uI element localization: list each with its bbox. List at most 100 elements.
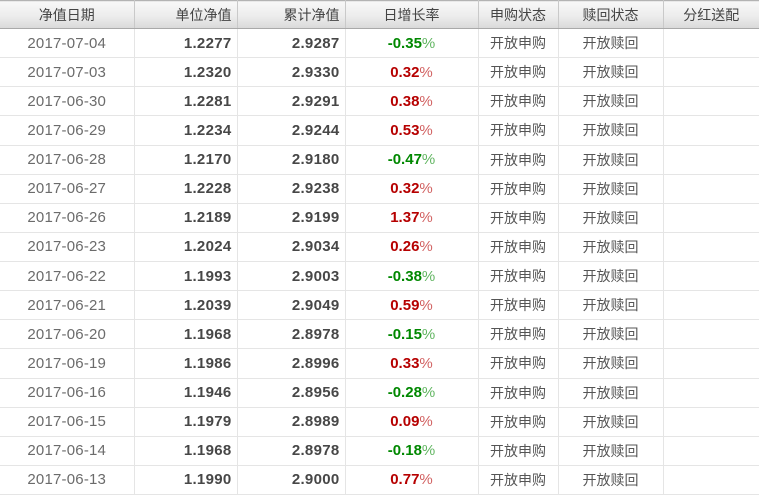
growth-value: -0.47 <box>387 151 422 169</box>
cell-purchase-status: 开放申购 <box>478 407 559 437</box>
cell-redeem-status: 开放赎回 <box>558 348 664 379</box>
growth-value: 0.77 <box>390 471 420 489</box>
cell-dividend <box>663 465 759 495</box>
percent-sign: % <box>421 325 436 343</box>
growth-value: -0.38 <box>387 267 422 285</box>
cell-dividend <box>663 290 759 321</box>
cell-unit-nav: 1.1968 <box>134 436 238 466</box>
table-row: 2017-06-27 1.2228 2.9238 0.32% 开放申购 开放赎回 <box>0 174 759 204</box>
cell-dividend <box>663 115 759 146</box>
cell-accumulated-nav: 2.9180 <box>237 145 346 175</box>
percent-sign: % <box>419 238 433 256</box>
cell-nav-date: 2017-06-29 <box>0 115 135 146</box>
cell-nav-date: 2017-06-23 <box>0 232 135 263</box>
cell-daily-growth: -0.28% <box>345 378 479 408</box>
table-row: 2017-06-21 1.2039 2.9049 0.59% 开放申购 开放赎回 <box>0 290 759 321</box>
growth-value: 0.59 <box>390 296 420 314</box>
cell-unit-nav: 1.1993 <box>134 261 238 292</box>
table-row: 2017-06-15 1.1979 2.8989 0.09% 开放申购 开放赎回 <box>0 407 759 437</box>
growth-value: 1.37 <box>390 209 420 227</box>
cell-accumulated-nav: 2.8956 <box>237 378 346 408</box>
cell-daily-growth: 0.53% <box>345 115 479 146</box>
percent-sign: % <box>419 296 433 314</box>
cell-nav-date: 2017-06-22 <box>0 261 135 292</box>
table-row: 2017-06-29 1.2234 2.9244 0.53% 开放申购 开放赎回 <box>0 115 759 146</box>
cell-dividend <box>663 261 759 292</box>
table-row: 2017-06-30 1.2281 2.9291 0.38% 开放申购 开放赎回 <box>0 86 759 117</box>
cell-dividend <box>663 319 759 350</box>
cell-daily-growth: -0.47% <box>345 145 479 175</box>
cell-purchase-status: 开放申购 <box>478 174 559 204</box>
cell-nav-date: 2017-06-21 <box>0 290 135 321</box>
growth-value: -0.35 <box>387 34 422 52</box>
cell-purchase-status: 开放申购 <box>478 436 559 466</box>
cell-daily-growth: 0.33% <box>345 348 479 379</box>
growth-value: 0.53 <box>390 121 420 139</box>
cell-nav-date: 2017-06-27 <box>0 174 135 204</box>
column-header-purchase-status: 申购状态 <box>478 0 559 29</box>
cell-unit-nav: 1.2039 <box>134 290 238 321</box>
percent-sign: % <box>419 63 433 81</box>
cell-redeem-status: 开放赎回 <box>558 145 664 175</box>
percent-sign: % <box>419 354 433 372</box>
table-row: 2017-06-14 1.1968 2.8978 -0.18% 开放申购 开放赎回 <box>0 436 759 466</box>
cell-accumulated-nav: 2.9049 <box>237 290 346 321</box>
column-header-nav-date: 净值日期 <box>0 0 135 29</box>
cell-dividend <box>663 145 759 175</box>
cell-unit-nav: 1.2234 <box>134 115 238 146</box>
cell-daily-growth: 0.32% <box>345 174 479 204</box>
cell-purchase-status: 开放申购 <box>478 232 559 263</box>
cell-unit-nav: 1.2170 <box>134 145 238 175</box>
cell-purchase-status: 开放申购 <box>478 465 559 495</box>
cell-redeem-status: 开放赎回 <box>558 57 664 88</box>
cell-redeem-status: 开放赎回 <box>558 407 664 437</box>
cell-redeem-status: 开放赎回 <box>558 465 664 495</box>
cell-redeem-status: 开放赎回 <box>558 203 664 233</box>
cell-daily-growth: 0.38% <box>345 86 479 117</box>
cell-unit-nav: 1.1946 <box>134 378 238 408</box>
cell-nav-date: 2017-07-04 <box>0 28 135 59</box>
table-row: 2017-06-22 1.1993 2.9003 -0.38% 开放申购 开放赎回 <box>0 261 759 292</box>
percent-sign: % <box>419 180 433 198</box>
table-row: 2017-06-20 1.1968 2.8978 -0.15% 开放申购 开放赎回 <box>0 319 759 350</box>
cell-unit-nav: 1.1968 <box>134 319 238 350</box>
percent-sign: % <box>419 121 433 139</box>
percent-sign: % <box>419 413 433 431</box>
cell-nav-date: 2017-06-28 <box>0 145 135 175</box>
cell-accumulated-nav: 2.9291 <box>237 86 346 117</box>
cell-accumulated-nav: 2.9199 <box>237 203 346 233</box>
cell-dividend <box>663 348 759 379</box>
growth-value: 0.09 <box>390 413 420 431</box>
cell-redeem-status: 开放赎回 <box>558 261 664 292</box>
percent-sign: % <box>421 151 436 169</box>
cell-unit-nav: 1.2024 <box>134 232 238 263</box>
cell-unit-nav: 1.1979 <box>134 407 238 437</box>
cell-accumulated-nav: 2.9287 <box>237 28 346 59</box>
growth-value: 0.38 <box>390 92 420 110</box>
cell-dividend <box>663 57 759 88</box>
growth-value: 0.33 <box>390 354 420 372</box>
cell-purchase-status: 开放申购 <box>478 203 559 233</box>
cell-redeem-status: 开放赎回 <box>558 378 664 408</box>
cell-dividend <box>663 174 759 204</box>
cell-accumulated-nav: 2.9000 <box>237 465 346 495</box>
table-row: 2017-06-16 1.1946 2.8956 -0.28% 开放申购 开放赎回 <box>0 378 759 408</box>
cell-unit-nav: 1.1990 <box>134 465 238 495</box>
cell-dividend <box>663 232 759 263</box>
cell-dividend <box>663 407 759 437</box>
cell-purchase-status: 开放申购 <box>478 86 559 117</box>
column-header-daily-growth: 日增长率 <box>345 0 479 29</box>
growth-value: -0.15 <box>387 325 422 343</box>
cell-purchase-status: 开放申购 <box>478 28 559 59</box>
column-header-accumulated-nav: 累计净值 <box>237 0 346 29</box>
cell-daily-growth: 0.32% <box>345 57 479 88</box>
table-row: 2017-07-04 1.2277 2.9287 -0.35% 开放申购 开放赎回 <box>0 28 759 59</box>
table-row: 2017-06-19 1.1986 2.8996 0.33% 开放申购 开放赎回 <box>0 348 759 379</box>
table-body: 2017-07-04 1.2277 2.9287 -0.35% 开放申购 开放赎回 2017… <box>0 28 759 495</box>
cell-accumulated-nav: 2.9034 <box>237 232 346 263</box>
cell-nav-date: 2017-06-19 <box>0 348 135 379</box>
cell-daily-growth: -0.15% <box>345 319 479 350</box>
cell-unit-nav: 1.2320 <box>134 57 238 88</box>
cell-accumulated-nav: 2.9330 <box>237 57 346 88</box>
cell-nav-date: 2017-06-20 <box>0 319 135 350</box>
